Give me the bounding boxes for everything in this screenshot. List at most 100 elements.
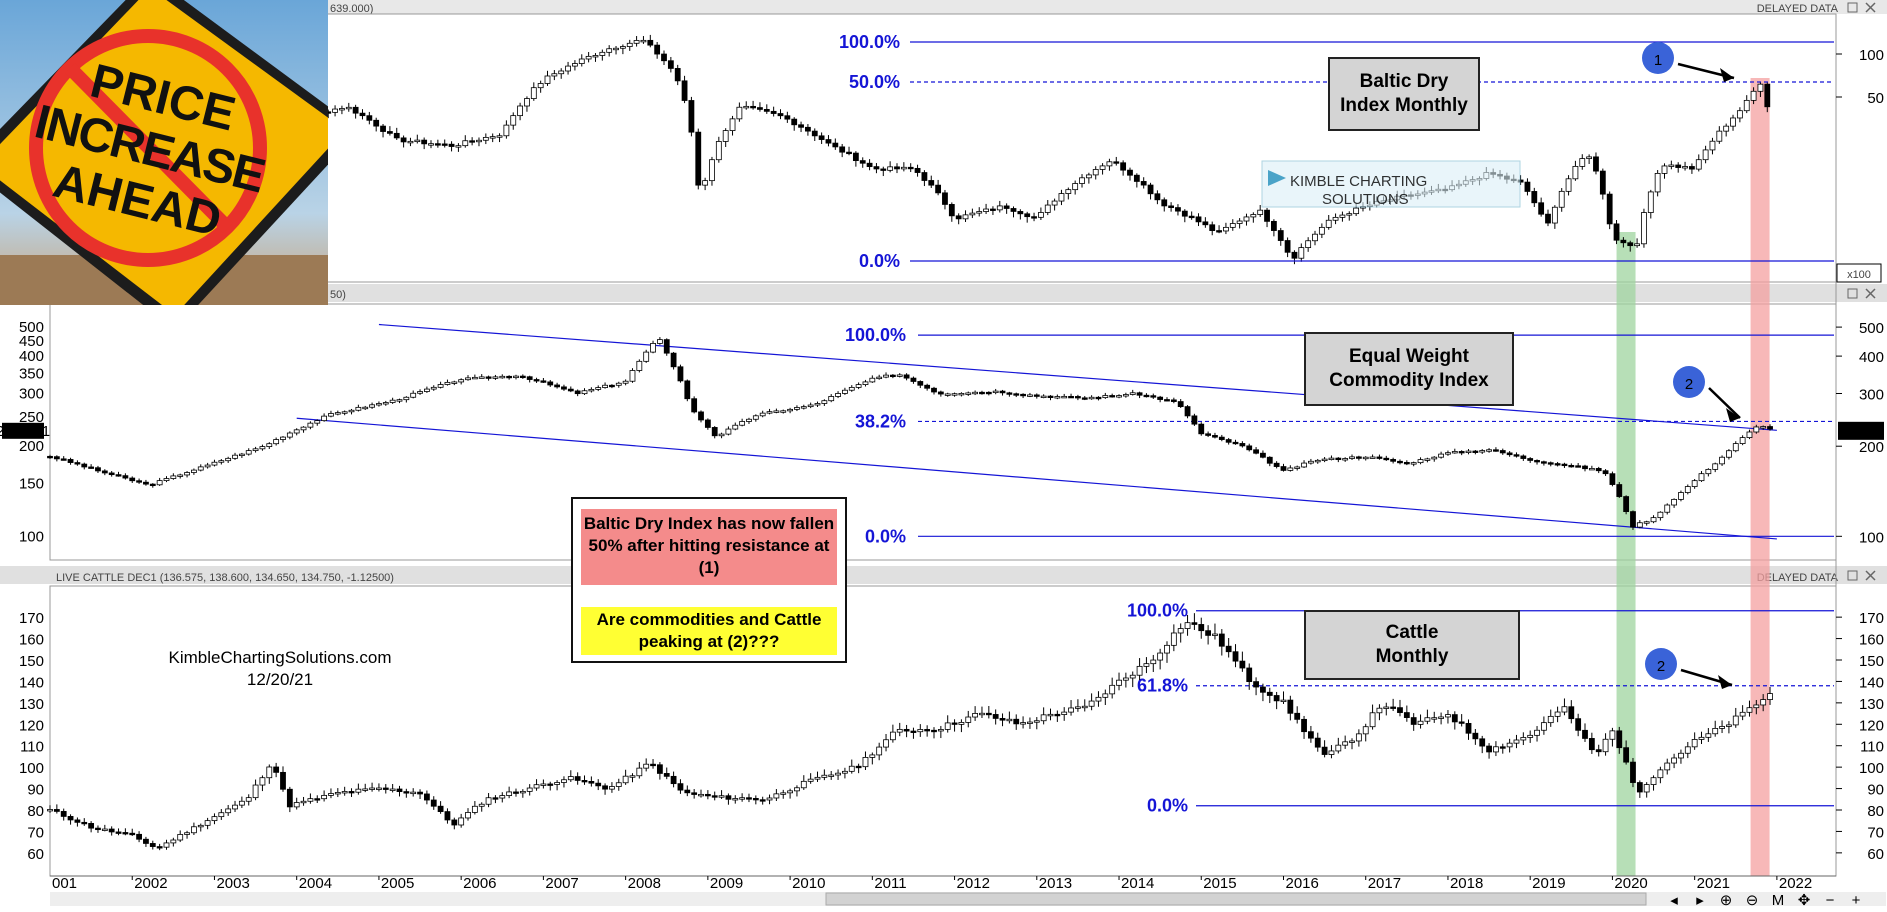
commodity-candle-body [622,380,629,384]
commodity-candle-body [245,450,252,455]
cattle-candle-body [999,718,1006,721]
commodity-candle-body [656,339,663,344]
cattle-candle-body [622,775,629,784]
baltic-candle-body [688,100,695,133]
covid-low-band [1616,232,1636,876]
commodity-candle-body [1294,466,1301,469]
commodity-candle-body [1164,399,1170,402]
commodity-candle-body [691,398,698,413]
commodity-candle-body [1534,460,1540,463]
cattle-candle-body [259,777,266,786]
panel-close-icon [1865,2,1876,13]
baltic-candle-body [1209,224,1216,231]
cattle-candle-body [136,833,142,840]
baltic-candle-body [681,80,688,101]
commodity-candle-body [526,376,533,380]
cattle-candle-body [115,831,122,834]
baltic-candle-body [517,105,523,117]
cattle-candle-body [1383,706,1390,709]
x-tick-label: 2002 [134,875,167,892]
baltic-candle-body [983,208,989,212]
cattle-candle-body [766,797,773,801]
commodity-candle-body [1205,433,1212,436]
commodity-candle-body [88,466,95,469]
commodity-candle-body [1431,456,1438,460]
baltic-candle-body [1284,240,1291,253]
commodity-candle-body [629,370,636,382]
commodity-candle-body [794,407,800,410]
cattle-candle-body [787,790,793,794]
baltic-candle-body [1127,169,1133,176]
commodity-candle-body [759,412,766,417]
commodity-candle-body [465,377,471,381]
baltic-candle-body [599,51,606,56]
baltic-candle-body [544,75,551,84]
cattle-candle-body [1547,715,1554,724]
baltic-candle-body [448,143,455,147]
x-tick-label: 2003 [216,875,249,892]
commodity-candle-body [746,418,752,422]
commodity-candle-body [67,459,74,463]
cattle-candle-body [615,782,622,787]
cattle-candle-body [163,842,170,848]
commodity-candle-body [848,386,855,391]
cattle-candle-body [1684,746,1691,754]
commodity-candle-body [410,392,417,398]
baltic-candle-body [818,135,825,140]
baltic-candle-body [942,192,948,205]
baltic-candle-body [1689,166,1695,170]
commodity-candle-body [1075,396,1081,399]
commodity-candle-body [1698,473,1705,482]
commodity-candle-body [1588,468,1595,471]
cattle-candle-body [74,819,81,823]
cattle-candle-body [670,775,677,785]
cattle-candle-body [1698,736,1705,740]
commodity-candle-body [917,381,924,386]
cattle-candle-body [800,780,807,789]
cattle-candle-body [1424,717,1431,722]
commodity-right-tick-label: 200 [1859,439,1884,456]
cattle-candle-body [513,791,519,794]
cattle-candle-body [1712,728,1719,735]
cattle-candle-body [924,729,931,732]
cattle-candle-body [1417,720,1424,725]
commodity-panel-frame [49,303,1837,561]
commodity-candle-body [1746,431,1753,439]
baltic-panel-frame [49,13,1837,283]
cattle-candle-body [1575,718,1582,731]
baltic-candle-body [791,118,798,126]
cattle-candle-body [328,793,334,796]
baltic-candle-body [990,208,996,211]
cattle-candle-body [828,774,835,777]
cattle-candle-body [88,823,95,829]
cattle-candle-body [821,774,828,778]
cattle-candle-body [1465,722,1472,734]
scrollbar-thumb [825,892,1647,906]
baltic-candle-body [400,137,407,143]
commodity-left-tick-label: 500 [19,319,44,336]
commodity-candle-body [588,388,595,392]
cattle-candle-body [423,793,430,801]
cattle-candle-body [725,795,732,800]
baltic-candle-body [626,42,633,47]
baltic-candle-body [1024,213,1031,218]
commodity-candle-body [273,439,280,445]
cattle-candle-body [1129,674,1136,679]
cattle-candle-body [1760,699,1767,706]
commodity-candle-body [1410,462,1417,465]
commodity-candle-body [1191,415,1198,425]
commodity-candle-body [1726,450,1732,458]
cattle-candle-body [1362,726,1369,735]
baltic-candle-body [955,215,962,220]
baltic-candle-body [1113,161,1120,164]
annotation-red-text: Baltic Dry Index has now fallen 50% afte… [581,509,837,585]
cattle-candle-body [917,729,924,733]
commodity-left-tick-label: 100 [19,528,44,545]
baltic-candle-body [1120,162,1127,171]
cattle-candle-body [855,765,862,769]
cattle-candle-body [1143,663,1150,667]
commodity-candle-body [396,399,403,402]
commodity-candle-body [225,457,232,462]
cattle-candle-body [739,797,746,800]
baltic-candle-body [1264,209,1270,222]
